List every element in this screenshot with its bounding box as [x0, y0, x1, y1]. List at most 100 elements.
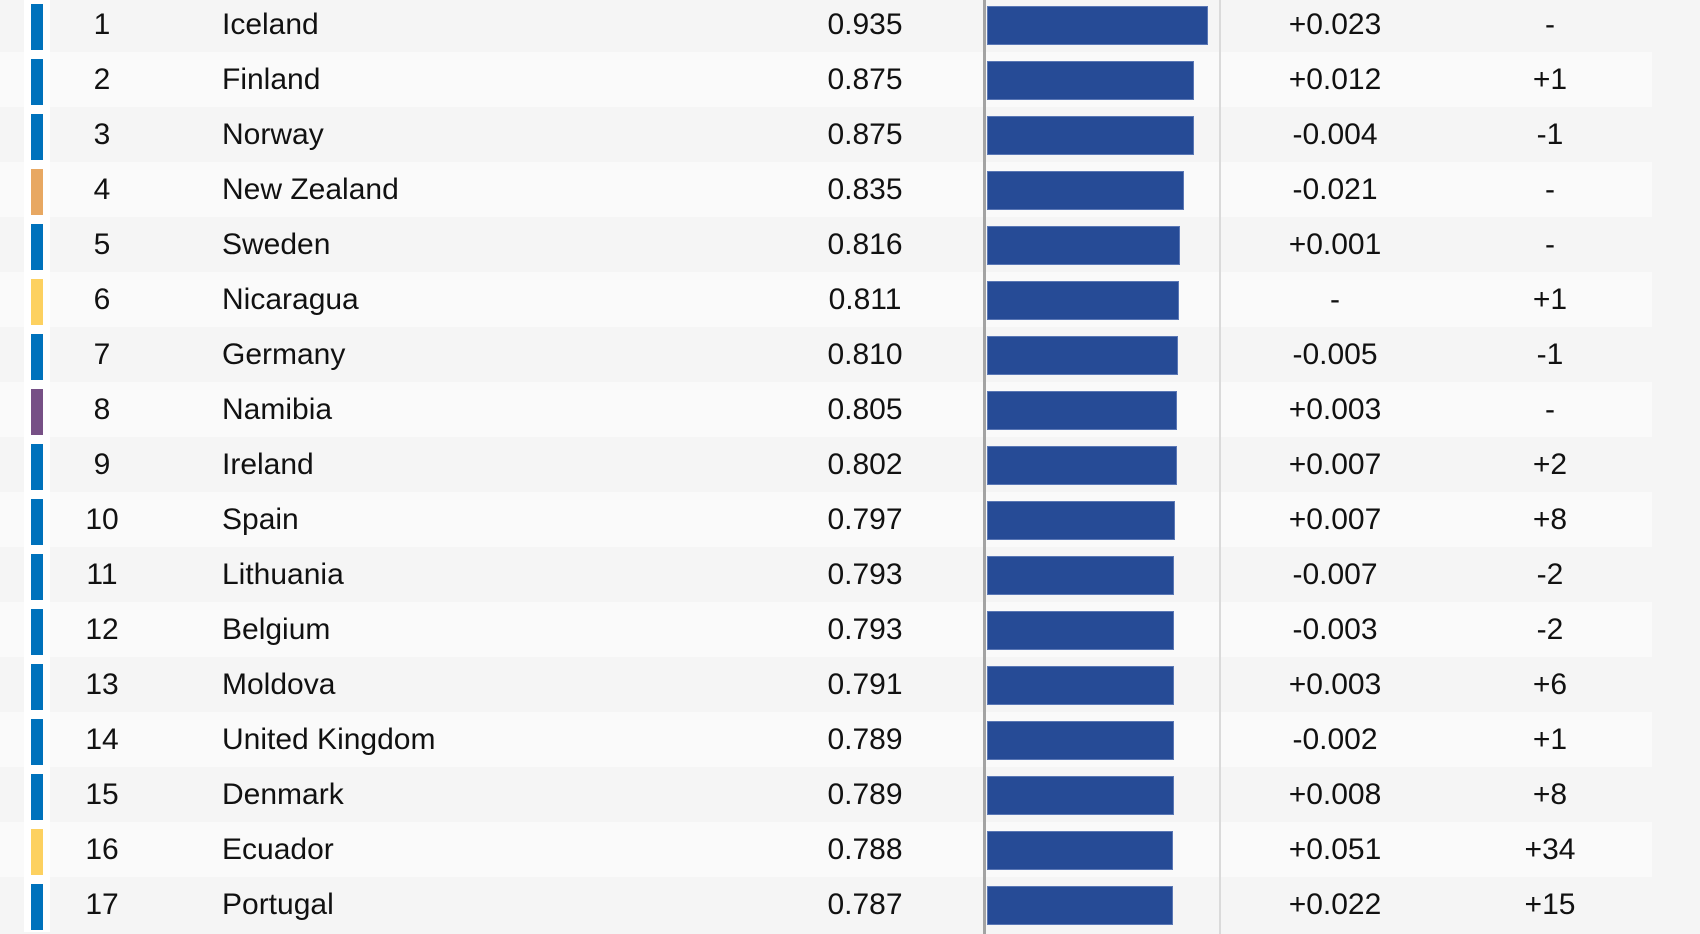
region-color-indicator	[31, 114, 43, 160]
score-cell: 0.791	[827, 668, 903, 701]
region-color-indicator	[31, 554, 43, 600]
rank-cell: 5	[93, 228, 111, 261]
rank-change-cell: +34	[1524, 833, 1576, 866]
score-bar	[987, 336, 1178, 375]
score-bar	[987, 61, 1194, 100]
table-row: 12 Belgium 0.793 -0.003 -2	[0, 602, 1652, 657]
rank-cell: 7	[93, 338, 111, 371]
score-change-cell: +0.007	[1288, 503, 1382, 536]
score-cell: 0.875	[827, 63, 903, 96]
score-bar	[987, 281, 1179, 320]
region-color-indicator	[31, 4, 43, 50]
bar-column-right-divider	[1219, 0, 1221, 934]
score-change-cell: +0.023	[1288, 8, 1382, 41]
rank-cell: 16	[85, 833, 119, 866]
region-color-indicator	[31, 59, 43, 105]
table-row: 9 Ireland 0.802 +0.007 +2	[0, 437, 1652, 492]
score-change-cell: +0.012	[1288, 63, 1382, 96]
country-cell: Norway	[222, 118, 324, 151]
rank-cell: 15	[85, 778, 119, 811]
score-change-cell: -	[1330, 283, 1340, 316]
region-color-indicator	[31, 279, 43, 325]
region-color-indicator	[31, 444, 43, 490]
bar-cell	[985, 437, 1219, 492]
table-row: 17 Portugal 0.787 +0.022 +15	[0, 877, 1652, 932]
country-cell: Namibia	[222, 393, 333, 426]
table-row: 1 Iceland 0.935 +0.023 -	[0, 0, 1652, 52]
score-change-cell: +0.022	[1288, 888, 1382, 921]
score-cell: 0.816	[827, 228, 903, 261]
rank-cell: 3	[93, 118, 111, 151]
rank-change-cell: +6	[1532, 668, 1568, 701]
score-bar	[987, 776, 1174, 815]
country-cell: Finland	[222, 63, 321, 96]
table-row: 14 United Kingdom 0.789 -0.002 +1	[0, 712, 1652, 767]
country-cell: Germany	[222, 338, 346, 371]
region-color-indicator	[31, 224, 43, 270]
region-color-indicator	[31, 719, 43, 765]
score-bar	[987, 446, 1177, 485]
rank-change-cell: -	[1545, 8, 1555, 41]
region-color-indicator	[31, 609, 43, 655]
score-change-cell: +0.003	[1288, 393, 1382, 426]
country-cell: New Zealand	[222, 173, 399, 206]
rank-change-cell: -2	[1536, 613, 1564, 646]
score-cell: 0.788	[827, 833, 903, 866]
country-cell: Belgium	[222, 613, 331, 646]
score-bar	[987, 116, 1194, 155]
table-row: 16 Ecuador 0.788 +0.051 +34	[0, 822, 1652, 877]
score-cell: 0.797	[827, 503, 903, 536]
rank-change-cell: +2	[1532, 448, 1568, 481]
bar-cell	[985, 492, 1219, 547]
rank-cell: 17	[85, 888, 119, 921]
score-cell: 0.875	[827, 118, 903, 151]
region-color-indicator	[31, 829, 43, 875]
region-color-indicator	[31, 334, 43, 380]
score-bar	[987, 391, 1177, 430]
score-cell: 0.787	[827, 888, 903, 921]
score-bar	[987, 226, 1180, 265]
rank-change-cell: +8	[1532, 503, 1568, 536]
bar-cell	[985, 767, 1219, 822]
score-change-cell: +0.051	[1288, 833, 1382, 866]
score-cell: 0.835	[827, 173, 903, 206]
country-cell: Portugal	[222, 888, 334, 921]
bar-cell	[985, 327, 1219, 382]
bar-cell	[985, 52, 1219, 107]
table-row: 4 New Zealand 0.835 -0.021 -	[0, 162, 1652, 217]
region-color-indicator	[31, 169, 43, 215]
score-cell: 0.789	[827, 723, 903, 756]
bar-cell	[985, 712, 1219, 767]
score-change-cell: +0.001	[1288, 228, 1382, 261]
country-cell: United Kingdom	[222, 723, 436, 756]
region-color-indicator	[31, 499, 43, 545]
rank-cell: 14	[85, 723, 119, 756]
table-row: 10 Spain 0.797 +0.007 +8	[0, 492, 1652, 547]
score-bar	[987, 831, 1173, 870]
score-cell: 0.805	[827, 393, 903, 426]
bar-cell	[985, 602, 1219, 657]
rank-cell: 4	[93, 173, 111, 206]
country-cell: Denmark	[222, 778, 344, 811]
rank-change-cell: -2	[1536, 558, 1564, 591]
bar-cell	[985, 657, 1219, 712]
country-cell: Sweden	[222, 228, 331, 261]
country-cell: Nicaragua	[222, 283, 359, 316]
score-change-cell: -0.007	[1292, 558, 1378, 591]
rank-change-cell: +15	[1524, 888, 1576, 921]
rank-change-cell: -1	[1536, 118, 1564, 151]
table-row: 2 Finland 0.875 +0.012 +1	[0, 52, 1652, 107]
rank-change-cell: -1	[1536, 338, 1564, 371]
rank-cell: 12	[85, 613, 119, 646]
score-change-cell: -0.021	[1292, 173, 1378, 206]
rank-change-cell: -	[1545, 393, 1555, 426]
bar-cell	[985, 217, 1219, 272]
bar-cell	[985, 382, 1219, 437]
region-color-indicator	[31, 664, 43, 710]
score-bar	[987, 886, 1173, 925]
score-bar	[987, 721, 1174, 760]
table-row: 6 Nicaragua 0.811 - +1	[0, 272, 1652, 327]
rank-change-cell: -	[1545, 173, 1555, 206]
score-cell: 0.793	[827, 558, 903, 591]
region-color-indicator	[31, 389, 43, 435]
